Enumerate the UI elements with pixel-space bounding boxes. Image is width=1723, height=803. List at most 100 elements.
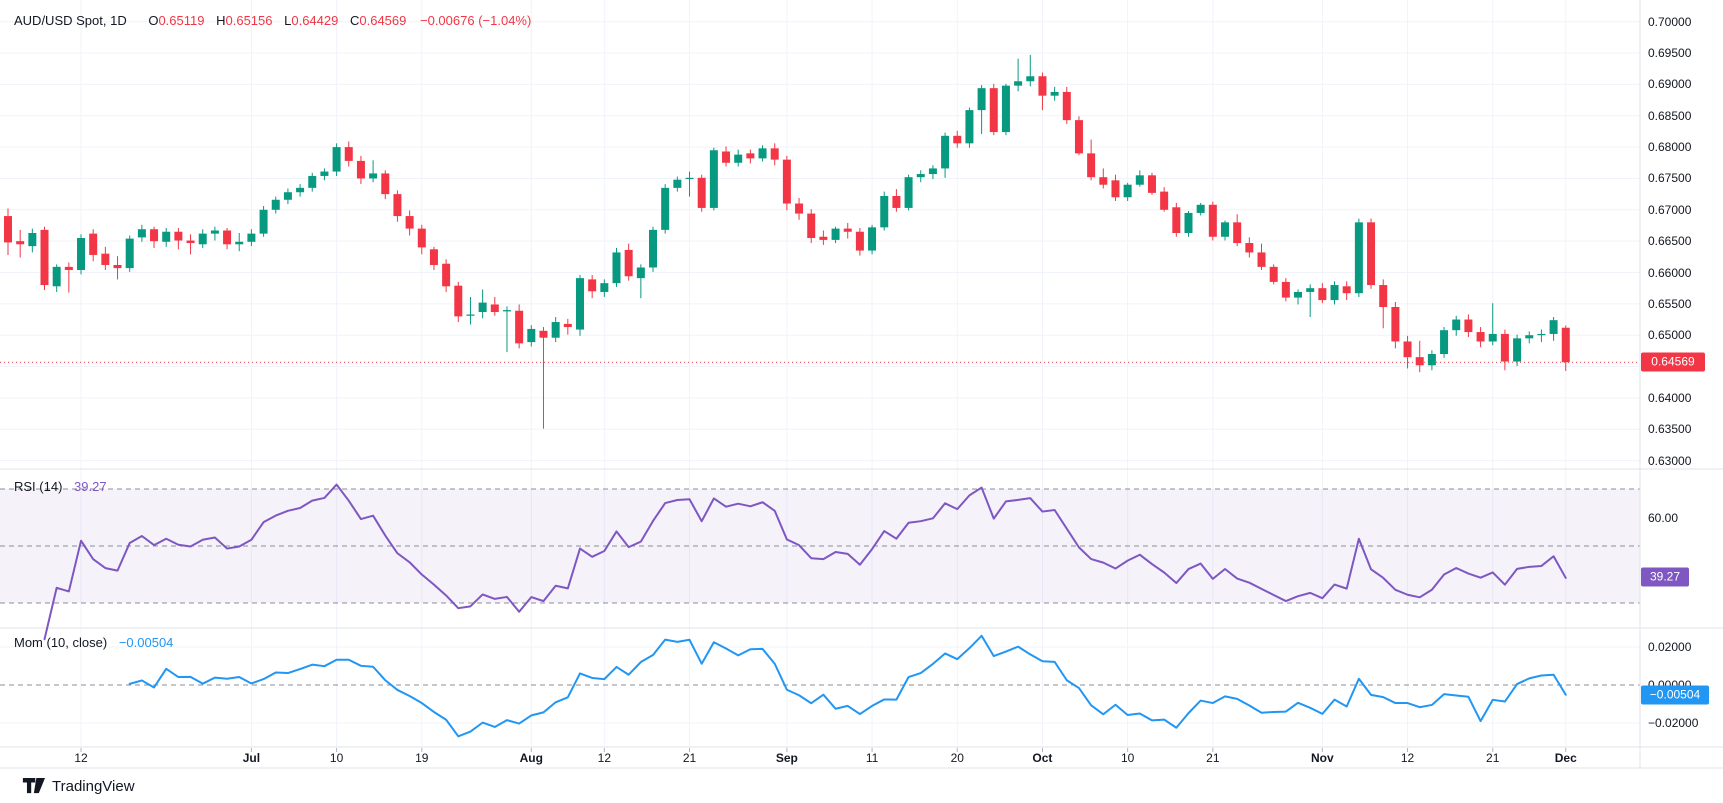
price-axis-label: 0.64000 [1648, 390, 1692, 405]
candle [1318, 283, 1327, 304]
candle [1026, 54, 1035, 87]
time-axis-label: 21 [682, 751, 697, 765]
time-axis-label: Dec [1554, 751, 1577, 765]
price-axis-label: 0.68000 [1648, 140, 1692, 155]
open-label: O [148, 13, 159, 28]
candle [1087, 139, 1096, 181]
candle [89, 229, 98, 262]
low-value: 0.64429 [291, 13, 339, 28]
rsi-legend[interactable]: RSI (14) 39.27 [14, 479, 107, 494]
candle [454, 281, 463, 323]
candle [880, 191, 889, 231]
candle [636, 264, 645, 299]
time-axis-label: 12 [597, 751, 611, 765]
time-axis-label: Sep [775, 751, 798, 765]
candle [16, 229, 25, 258]
price-axis-label: 0.65500 [1648, 296, 1692, 311]
candle [758, 145, 767, 162]
candle [1001, 83, 1010, 136]
candle [819, 230, 828, 245]
candle [1464, 314, 1473, 338]
mom-axis-label: −0.02000 [1648, 716, 1699, 730]
candle [624, 243, 633, 281]
candle [904, 174, 913, 211]
candle [1415, 340, 1424, 373]
last-price-badge: 0.64569 [1641, 352, 1705, 372]
candle [782, 155, 791, 211]
rsi-value-badge: 39.27 [1641, 567, 1689, 587]
mom-axis-label: 0.02000 [1648, 640, 1692, 654]
candle [1488, 303, 1497, 346]
mom-value-badge: −0.00504 [1641, 685, 1709, 705]
candle [1440, 327, 1449, 358]
candle [1257, 243, 1266, 270]
high-label: H [216, 13, 226, 28]
candle [429, 246, 438, 270]
candle [1513, 334, 1522, 366]
candle [393, 190, 402, 222]
candle [977, 85, 986, 134]
candle [1074, 116, 1083, 156]
candle [235, 232, 244, 252]
candle [709, 147, 718, 211]
close-label: C [349, 13, 360, 28]
candle [1184, 211, 1193, 237]
candle [673, 176, 682, 192]
candle [1354, 218, 1363, 297]
tradingview-logo[interactable]: TradingView [22, 776, 135, 796]
rsi-value: 39.27 [74, 479, 107, 494]
open-value: 0.65119 [158, 13, 205, 28]
candle [1245, 237, 1254, 258]
symbol-legend[interactable]: AUD/USD Spot, 1D O0.65119 H0.65156 L0.64… [14, 13, 531, 28]
candle [843, 222, 852, 239]
time-axis-label: 10 [1120, 751, 1135, 765]
candle [1050, 86, 1059, 101]
candle [722, 146, 731, 167]
mom-legend[interactable]: Mom (10, close) −0.00504 [14, 635, 173, 650]
candle [502, 306, 511, 353]
candle [1537, 329, 1546, 343]
candle [527, 325, 536, 347]
candle [77, 234, 86, 275]
candle [515, 304, 524, 349]
time-axis-label: 11 [865, 751, 879, 765]
time-axis-label: 21 [1206, 751, 1220, 765]
candle [1269, 264, 1278, 285]
time-axis-label: Jul [242, 751, 261, 765]
candle [1427, 350, 1436, 371]
symbol-title: AUD/USD Spot, 1D [14, 13, 127, 28]
candle [807, 209, 816, 244]
candle [490, 296, 499, 316]
mom-line [128, 634, 1567, 738]
candle [308, 172, 317, 192]
time-axis-label: 20 [950, 751, 964, 765]
candle [795, 197, 804, 220]
candle [1111, 174, 1120, 202]
candle [685, 171, 694, 197]
time-axis-label: 19 [415, 751, 429, 765]
change-value: −0.00676 (−1.04%) [420, 13, 532, 28]
candle [965, 107, 974, 148]
candle [831, 226, 840, 244]
candle [174, 227, 183, 250]
candle [466, 296, 475, 325]
candle [247, 229, 256, 247]
candle [892, 189, 901, 212]
candle [381, 170, 390, 200]
candle [989, 83, 998, 136]
candle [52, 264, 61, 292]
candle [1233, 214, 1242, 247]
candle [1342, 281, 1351, 301]
candle [356, 155, 365, 185]
candle [661, 184, 670, 234]
candle [137, 224, 146, 242]
candle [563, 318, 572, 335]
candle [1221, 220, 1229, 241]
candle [283, 188, 292, 205]
candle [697, 174, 706, 212]
candle [588, 275, 597, 299]
candle [1160, 187, 1169, 212]
rsi-axis-label: 60.00 [1648, 510, 1679, 525]
